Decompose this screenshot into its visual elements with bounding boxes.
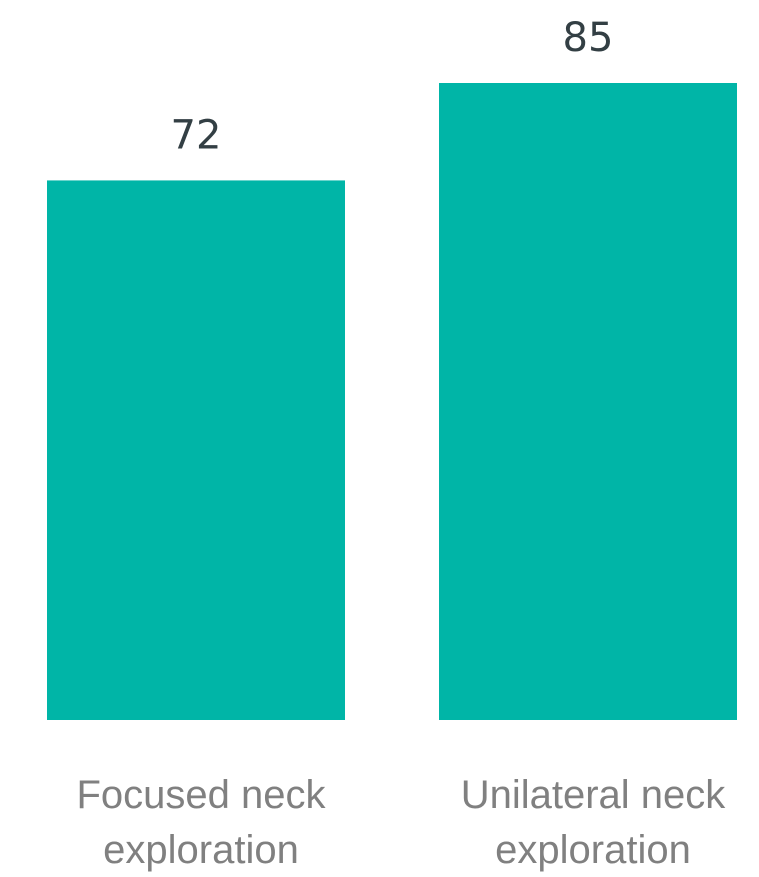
tick-label-2-line-2: exploration: [495, 828, 691, 872]
tick-label-2-line-1: Unilateral neck: [461, 773, 727, 817]
bar-2: [439, 83, 737, 720]
tick-label-1-line-2: exploration: [103, 828, 299, 872]
tick-label-1-line-1: Focused neck: [76, 773, 326, 817]
bar-1: [47, 180, 345, 720]
data-label-2: 85: [563, 15, 614, 61]
data-label-1: 72: [171, 112, 222, 158]
